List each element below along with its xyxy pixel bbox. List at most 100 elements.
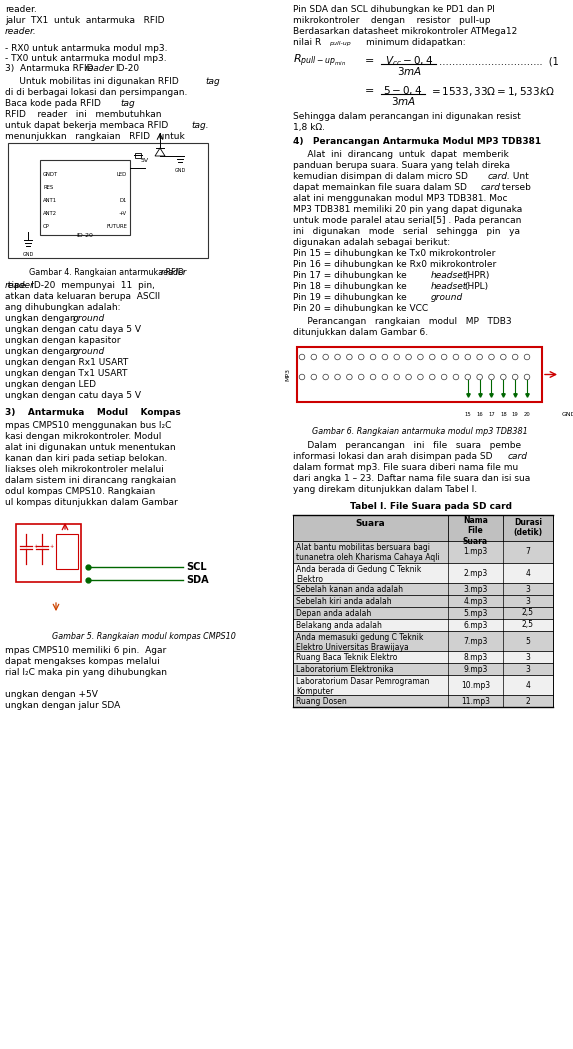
Text: Perancangan   rangkaian   modul   MP   TDB3: Perancangan rangkaian modul MP TDB3 — [293, 317, 512, 326]
Text: ANT2: ANT2 — [43, 211, 57, 216]
Text: dapat memainkan file suara dalam SD: dapat memainkan file suara dalam SD — [293, 183, 470, 192]
Bar — [293, 675, 553, 695]
Text: tag.: tag. — [191, 121, 209, 130]
Text: kanan dan kiri pada setiap belokan.: kanan dan kiri pada setiap belokan. — [5, 454, 167, 463]
Text: Baca kode pada RFID: Baca kode pada RFID — [5, 99, 101, 108]
Text: jalur  TX1  untuk  antarmuka   RFID: jalur TX1 untuk antarmuka RFID — [5, 16, 164, 25]
Bar — [293, 541, 553, 563]
Text: Laboratorium Elektronika: Laboratorium Elektronika — [296, 665, 394, 675]
Text: Sehingga dalam perancangan ini digunakan resist: Sehingga dalam perancangan ini digunakan… — [293, 112, 521, 121]
Text: dari angka 1 – 23. Daftar nama file suara dan isi sua: dari angka 1 – 23. Daftar nama file suar… — [293, 474, 530, 483]
Text: 4: 4 — [525, 569, 531, 578]
Text: $V_{cc} - 0,4$: $V_{cc} - 0,4$ — [385, 53, 433, 68]
Bar — [135, 153, 141, 158]
Text: - RX0 untuk antarmuka modul mp3.: - RX0 untuk antarmuka modul mp3. — [5, 44, 167, 53]
Text: untuk mode paralel atau serial[5] . Pada perancan: untuk mode paralel atau serial[5] . Pada… — [293, 216, 521, 224]
Bar — [293, 619, 553, 631]
Text: ungkan dengan catu daya 5 V: ungkan dengan catu daya 5 V — [5, 325, 141, 334]
Text: Pin 19 = dihubungkan ke: Pin 19 = dihubungkan ke — [293, 293, 410, 302]
Text: RFID    reader   ini   membutuhkan: RFID reader ini membutuhkan — [5, 110, 162, 119]
Text: alat ini digunakan untuk menentukan: alat ini digunakan untuk menentukan — [5, 443, 176, 452]
Bar — [293, 607, 553, 619]
Text: panduan berupa suara. Suara yang telah direka: panduan berupa suara. Suara yang telah d… — [293, 160, 510, 170]
Text: Pin 16 = dihubungkan ke Rx0 mikrokontroler: Pin 16 = dihubungkan ke Rx0 mikrokontrol… — [293, 260, 496, 269]
Text: reader.: reader. — [5, 27, 37, 36]
Text: $3mA$: $3mA$ — [397, 65, 422, 77]
Text: ungkan dengan: ungkan dengan — [5, 347, 79, 356]
Text: 3.mp3: 3.mp3 — [464, 584, 488, 594]
Text: ul kompas ditunjukkan dalam Gambar: ul kompas ditunjukkan dalam Gambar — [5, 498, 178, 507]
Text: 6.mp3: 6.mp3 — [464, 621, 488, 629]
Text: Gambar 6. Rangkaian antarmuka modul mp3 TDB381: Gambar 6. Rangkaian antarmuka modul mp3 … — [312, 427, 528, 436]
Text: $5 - 0,4$: $5 - 0,4$ — [383, 84, 423, 97]
Text: 4: 4 — [525, 681, 531, 689]
Bar — [293, 595, 553, 607]
Text: ang dihubungkan adalah:: ang dihubungkan adalah: — [5, 303, 120, 312]
Bar — [293, 651, 553, 663]
Text: 3: 3 — [525, 652, 531, 662]
Text: GNDT: GNDT — [43, 172, 58, 177]
Text: Sebelah kiri anda adalah: Sebelah kiri anda adalah — [296, 597, 391, 606]
Text: 5V: 5V — [141, 158, 149, 163]
Text: GND: GND — [174, 168, 186, 173]
Text: card: card — [481, 183, 501, 192]
Text: ungkan dengan jalur SDA: ungkan dengan jalur SDA — [5, 701, 120, 710]
Text: 3: 3 — [525, 597, 531, 605]
Text: Gambar 5. Rangkaian modul kompas CMPS10: Gambar 5. Rangkaian modul kompas CMPS10 — [52, 631, 236, 641]
Text: LED: LED — [117, 172, 127, 177]
Bar — [56, 534, 78, 569]
Text: 3: 3 — [525, 664, 531, 673]
Text: headset: headset — [431, 282, 467, 291]
Text: CP: CP — [43, 224, 50, 229]
Text: 3)    Antarmuka    Modul    Kompas: 3) Antarmuka Modul Kompas — [5, 408, 180, 418]
Text: 1,8 kΩ.: 1,8 kΩ. — [293, 123, 325, 132]
Text: ditunjukkan dalam Gambar 6.: ditunjukkan dalam Gambar 6. — [293, 328, 428, 337]
Text: alat ini menggunakan modul MP3 TDB381. Moc: alat ini menggunakan modul MP3 TDB381. M… — [293, 194, 508, 204]
Text: RES: RES — [43, 185, 53, 190]
Text: mpas CMPS10 memiliki 6 pin.  Agar: mpas CMPS10 memiliki 6 pin. Agar — [5, 646, 166, 655]
Text: SCL: SCL — [186, 562, 207, 572]
Text: Untuk mobilitas ini digunakan RFID: Untuk mobilitas ini digunakan RFID — [5, 77, 179, 86]
Text: ID-20: ID-20 — [77, 233, 93, 238]
Text: MP3 TDB381 memiliki 20 pin yang dapat digunaka: MP3 TDB381 memiliki 20 pin yang dapat di… — [293, 205, 522, 214]
Text: ungkan dengan Tx1 USART: ungkan dengan Tx1 USART — [5, 369, 127, 378]
Text: +: + — [33, 544, 37, 549]
Text: - TX0 untuk antarmuka modul mp3.: - TX0 untuk antarmuka modul mp3. — [5, 53, 167, 63]
Text: Berdasarkan datasheet mikrokontroler ATMega12: Berdasarkan datasheet mikrokontroler ATM… — [293, 27, 517, 36]
Text: 3)  Antarmuka RFID: 3) Antarmuka RFID — [5, 64, 93, 73]
Text: minimum didapatkan:: minimum didapatkan: — [366, 38, 466, 47]
Text: odul kompas CMPS10. Rangkaian: odul kompas CMPS10. Rangkaian — [5, 487, 155, 496]
Text: Ruang Dosen: Ruang Dosen — [296, 697, 347, 706]
Text: (HPR): (HPR) — [465, 271, 490, 280]
Text: Anda memasuki gedung C Teknik
Elektro Universitas Brawijaya: Anda memasuki gedung C Teknik Elektro Un… — [296, 633, 423, 652]
Text: ungkan dengan Rx1 USART: ungkan dengan Rx1 USART — [5, 358, 128, 367]
Text: Dalam   perancangan   ini   file   suara   pembe: Dalam perancangan ini file suara pembe — [293, 441, 521, 450]
Bar — [293, 583, 553, 595]
Text: headset: headset — [431, 271, 467, 280]
Bar — [8, 143, 208, 258]
Text: ungkan dengan +5V: ungkan dengan +5V — [5, 690, 98, 699]
Bar — [293, 663, 553, 675]
Text: 4)   Perancangan Antarmuka Modul MP3 TDB381: 4) Perancangan Antarmuka Modul MP3 TDB38… — [293, 137, 541, 146]
Text: Pin 15 = dihubungkan ke Tx0 mikrokontroler: Pin 15 = dihubungkan ke Tx0 mikrokontrol… — [293, 249, 496, 258]
Text: Unt: Unt — [511, 172, 529, 181]
Text: di di berbagai lokasi dan persimpangan.: di di berbagai lokasi dan persimpangan. — [5, 88, 187, 97]
Text: dapat mengakses kompas melalui: dapat mengakses kompas melalui — [5, 657, 160, 666]
Text: 18: 18 — [500, 412, 507, 418]
Text: …………………………..  (1: ………………………….. (1 — [439, 56, 559, 66]
Text: Depan anda adalah: Depan anda adalah — [296, 609, 371, 618]
Text: 2,5: 2,5 — [522, 621, 534, 629]
Text: 11.mp3: 11.mp3 — [461, 697, 490, 706]
Text: SDA: SDA — [186, 575, 209, 585]
Text: rial I₂C maka pin yang dihubungkan: rial I₂C maka pin yang dihubungkan — [5, 668, 167, 677]
Text: informasi lokasi dan arah disimpan pada SD: informasi lokasi dan arah disimpan pada … — [293, 452, 496, 461]
Bar — [297, 347, 542, 402]
Text: $= 1533,33\Omega = 1,533k\Omega$: $= 1533,33\Omega = 1,533k\Omega$ — [429, 85, 555, 98]
Text: yang direkam ditunjukkan dalam Tabel I.: yang direkam ditunjukkan dalam Tabel I. — [293, 485, 477, 494]
Text: Laboratorium Dasar Pemrograman
Komputer: Laboratorium Dasar Pemrograman Komputer — [296, 677, 429, 697]
Text: $3mA$: $3mA$ — [391, 95, 415, 107]
Text: Belakang anda adalah: Belakang anda adalah — [296, 621, 382, 630]
Bar — [293, 515, 553, 541]
Text: MP3: MP3 — [285, 368, 291, 381]
Text: card: card — [508, 452, 528, 461]
